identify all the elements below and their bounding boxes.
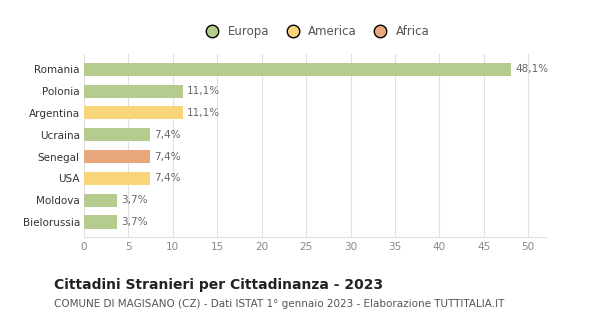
Text: 3,7%: 3,7%: [121, 217, 148, 227]
Text: Cittadini Stranieri per Cittadinanza - 2023: Cittadini Stranieri per Cittadinanza - 2…: [54, 278, 383, 292]
Text: 7,4%: 7,4%: [154, 151, 181, 162]
Bar: [84, 172, 150, 185]
Bar: [84, 215, 117, 228]
Text: 7,4%: 7,4%: [154, 130, 181, 140]
Bar: [84, 106, 182, 119]
Bar: [84, 194, 117, 207]
Text: 48,1%: 48,1%: [516, 64, 549, 74]
Text: 11,1%: 11,1%: [187, 108, 220, 118]
Bar: [84, 128, 150, 141]
Bar: [84, 150, 150, 163]
Legend: Europa, America, Africa: Europa, America, Africa: [196, 20, 434, 43]
Bar: [84, 84, 182, 98]
Text: 7,4%: 7,4%: [154, 173, 181, 183]
Text: 3,7%: 3,7%: [121, 195, 148, 205]
Text: COMUNE DI MAGISANO (CZ) - Dati ISTAT 1° gennaio 2023 - Elaborazione TUTTITALIA.I: COMUNE DI MAGISANO (CZ) - Dati ISTAT 1° …: [54, 299, 505, 309]
Text: 11,1%: 11,1%: [187, 86, 220, 96]
Bar: [84, 63, 511, 76]
